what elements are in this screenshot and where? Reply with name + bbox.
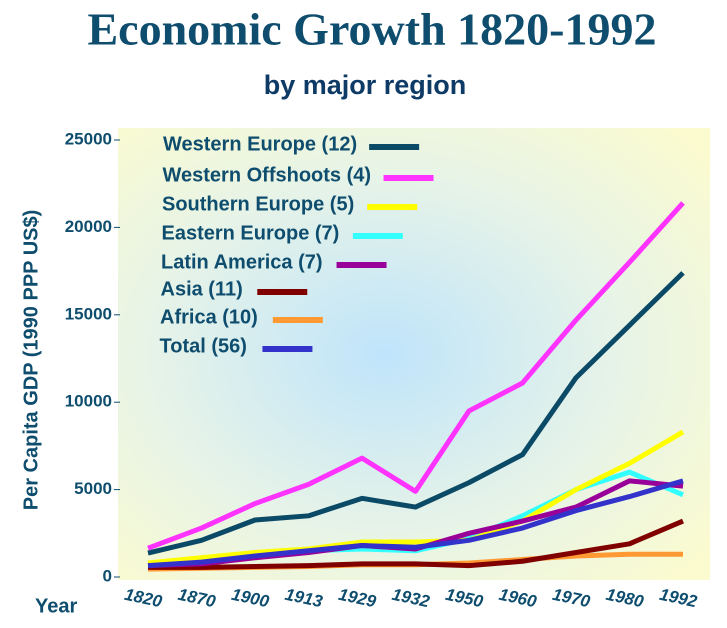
- x-tick-label: 1960: [497, 585, 538, 612]
- series-line: [148, 518, 684, 570]
- chart-subtitle: by major region: [264, 70, 467, 100]
- legend-label: Western Europe (12): [163, 133, 357, 155]
- series-line: [147, 478, 684, 569]
- y-tick-label: 5000: [74, 479, 112, 498]
- legend-label: Southern Europe (5): [162, 193, 354, 215]
- x-tick-label: 1820: [123, 585, 164, 612]
- series-line: [147, 271, 685, 556]
- legend-label: Total (56): [160, 335, 247, 357]
- x-tick-label: 1950: [444, 585, 485, 612]
- x-tick-label: 1980: [604, 585, 645, 612]
- legend-label: Africa (10): [160, 306, 258, 328]
- x-tick-label: 1992: [658, 585, 699, 612]
- legend-label: Eastern Europe (7): [162, 222, 340, 244]
- y-tick-label: 0: [103, 566, 112, 585]
- y-tick-label: 25000: [65, 129, 112, 148]
- y-axis-label: Per Capita GDP (1990 PPP US$): [20, 210, 42, 511]
- y-tick-label: 10000: [65, 392, 112, 411]
- x-tick-label: 1970: [551, 585, 592, 612]
- x-axis-label: Year: [35, 595, 77, 617]
- legend-label: Western Offshoots (4): [163, 164, 372, 186]
- legend-label: Asia (11): [161, 278, 243, 300]
- x-tick-label: 1913: [283, 585, 324, 612]
- x-tick-label: 1932: [390, 585, 431, 612]
- series-line: [147, 429, 685, 566]
- legend-label: Latin America (7): [161, 251, 323, 273]
- x-tick-label: 1870: [176, 585, 217, 612]
- y-tick-label: 15000: [65, 304, 112, 323]
- x-tick-label: 1929: [337, 585, 378, 612]
- x-tick-label: 1900: [230, 585, 271, 612]
- series-line: [147, 201, 685, 551]
- chart-title: Economic Growth 1820-1992: [87, 4, 656, 55]
- y-tick-label: 20000: [65, 217, 112, 236]
